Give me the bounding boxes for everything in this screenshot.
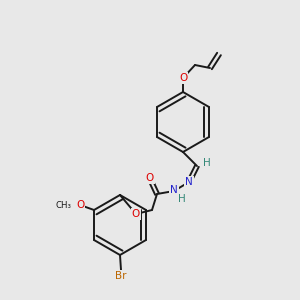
Text: H: H <box>203 158 211 168</box>
Text: Br: Br <box>115 271 127 281</box>
Text: O: O <box>146 173 154 183</box>
Text: N: N <box>170 185 178 195</box>
Text: O: O <box>76 200 84 210</box>
Text: O: O <box>179 73 187 83</box>
Text: H: H <box>178 194 186 204</box>
Text: CH₃: CH₃ <box>55 200 71 209</box>
Text: O: O <box>132 209 140 219</box>
Text: N: N <box>185 177 193 187</box>
